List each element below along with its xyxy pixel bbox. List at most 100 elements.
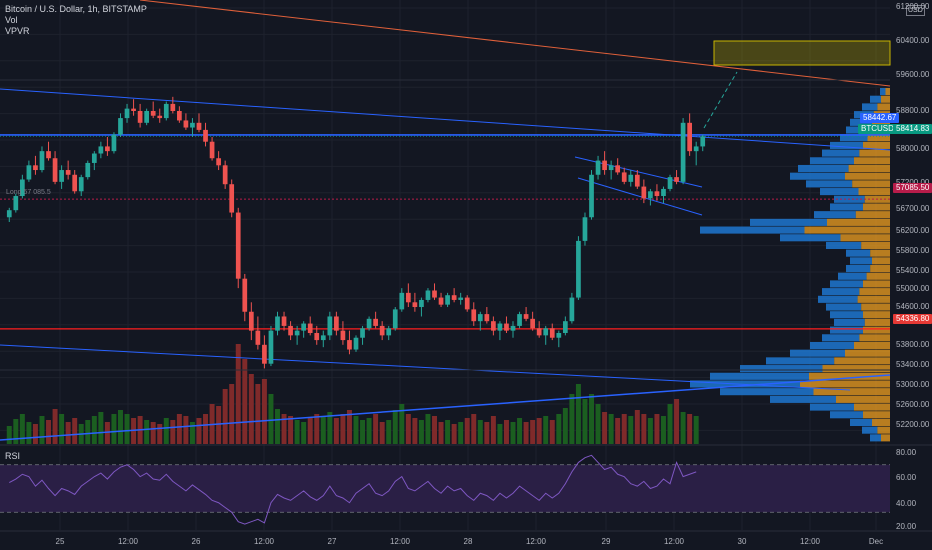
candle-body <box>680 122 686 182</box>
candle-body <box>281 316 287 326</box>
vol-indicator-label[interactable]: Vol <box>5 15 18 25</box>
rsi-indicator-label[interactable]: RSI <box>5 451 21 461</box>
candle-body <box>464 297 470 310</box>
descending-trendline-red <box>139 0 891 87</box>
volume-bar <box>523 422 529 444</box>
candle-body <box>445 295 450 305</box>
mid-level-badge: 57085.50 <box>893 183 932 193</box>
time-tick-label: 25 <box>55 537 65 546</box>
candlesticks <box>6 96 706 369</box>
volume-bar <box>255 384 261 444</box>
candle-body <box>654 191 660 197</box>
volume-bar <box>301 422 307 444</box>
vpvr-bar-down <box>836 395 890 403</box>
volume-bar <box>91 416 97 444</box>
volume-bar <box>196 418 202 444</box>
vpvr-bar-down <box>834 357 890 365</box>
symbol-title[interactable]: Bitcoin / U.S. Dollar, 1h, BITSTAMP <box>5 4 147 14</box>
vpvr-bar-up <box>810 341 854 350</box>
descending-trendline-blue <box>0 88 891 151</box>
volume-bar <box>327 412 333 444</box>
vpvr-bar-up <box>806 180 853 188</box>
candle-body <box>477 314 483 322</box>
vpvr-bar-down <box>863 141 890 149</box>
volume-bar <box>654 414 660 444</box>
volume-bar <box>373 414 379 444</box>
volume-bar <box>621 414 627 444</box>
volume-bar <box>392 410 398 444</box>
volume-bar <box>484 422 490 444</box>
vpvr-bar-up <box>830 326 863 334</box>
volume-bar <box>353 416 359 444</box>
vpvr-indicator-label[interactable]: VPVR <box>5 26 30 36</box>
candle-body <box>569 297 575 322</box>
volume-bar <box>85 420 91 444</box>
volume-bar <box>320 416 326 444</box>
volume-bar <box>39 416 45 444</box>
candle-body <box>562 321 568 333</box>
volume-bar <box>32 424 38 444</box>
volume-bar <box>589 394 594 444</box>
vpvr-bar-down <box>863 311 890 319</box>
volume-bar <box>163 418 169 444</box>
vpvr-bar-down <box>885 88 890 96</box>
candle-body <box>405 292 411 303</box>
vpvr-bar-down <box>881 434 890 442</box>
upper-level-badge: 58442.67 <box>860 113 900 123</box>
candle-body <box>458 297 464 300</box>
volume-bar <box>104 422 110 444</box>
candle-body <box>667 177 673 189</box>
candle-body <box>687 122 692 152</box>
vpvr-bar-down <box>863 203 890 211</box>
price-tick-label: 55400.00 <box>896 266 930 275</box>
vpvr-bar-down <box>864 318 890 326</box>
candle-body <box>608 165 614 171</box>
candle-body <box>589 174 594 218</box>
vpvr-bar-down <box>854 341 890 350</box>
volume-bar <box>379 422 385 444</box>
volume-bar <box>634 410 640 444</box>
candle-body <box>517 314 522 326</box>
candle-body <box>484 314 490 322</box>
candle-body <box>582 217 588 241</box>
rsi-pane <box>0 454 890 525</box>
vpvr-bar-down <box>840 234 890 242</box>
currency-unit[interactable]: USD <box>906 5 925 16</box>
volume-bar <box>314 414 320 444</box>
vpvr-bar-down <box>813 388 890 396</box>
vpvr-bar-up <box>830 411 863 419</box>
volume-bar <box>575 384 581 444</box>
volume-bar <box>176 414 182 444</box>
time-tick-label: 12:00 <box>525 537 547 546</box>
candle-body <box>347 340 352 350</box>
candle-body <box>196 122 202 130</box>
vpvr-bar-down <box>861 241 890 250</box>
volume-bar <box>608 414 614 444</box>
time-tick-label: 12:00 <box>663 537 685 546</box>
volume-bar <box>229 384 235 444</box>
vpvr-bar-down <box>848 164 890 173</box>
trend-lines[interactable] <box>0 0 891 441</box>
volume-bar <box>543 416 549 444</box>
vpvr-bar-down <box>855 211 890 219</box>
candle-body <box>229 184 235 213</box>
vpvr-bar-up <box>790 172 845 180</box>
ticker-badge: BTCUSD <box>858 124 897 134</box>
volume-bar <box>235 344 241 444</box>
volume-bar <box>183 416 189 444</box>
candle-body <box>288 325 293 336</box>
volume-bar <box>131 418 137 444</box>
candle-body <box>530 318 535 329</box>
time-tick-label: 30 <box>737 537 747 546</box>
volume-bar <box>59 414 65 444</box>
candle-body <box>39 151 45 171</box>
candle-body <box>157 115 163 119</box>
vpvr-bar-up <box>870 95 881 103</box>
candle-body <box>386 328 392 336</box>
candle-body <box>190 122 195 128</box>
volume-bar <box>124 414 130 444</box>
candle-body <box>327 316 333 336</box>
vpvr-bar-down <box>877 426 890 434</box>
time-tick-label: 26 <box>191 537 201 546</box>
